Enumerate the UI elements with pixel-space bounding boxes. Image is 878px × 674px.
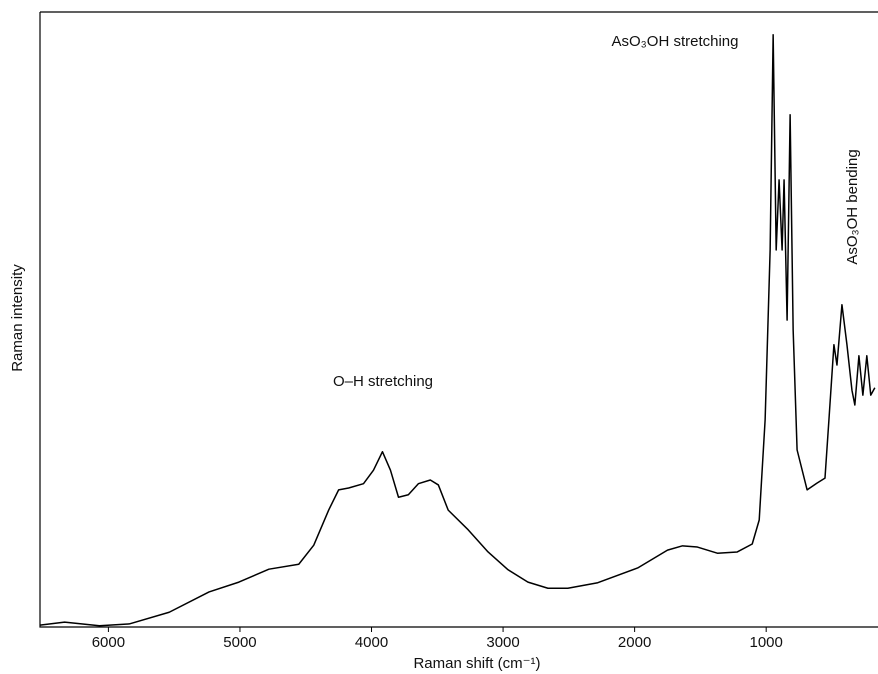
annotation: AsO₃OH bending xyxy=(844,149,861,264)
annotation: O–H stretching xyxy=(333,373,433,390)
x-tick-label: 1000 xyxy=(749,634,782,651)
y-axis-label: Raman intensity xyxy=(9,264,26,372)
x-tick-label: 3000 xyxy=(486,634,519,651)
spectrum-line xyxy=(39,34,876,627)
x-tick-label: 2000 xyxy=(618,634,651,651)
annotation: AsO₃OH stretching xyxy=(612,33,739,50)
axes-frame xyxy=(39,11,878,628)
x-tick-label: 4000 xyxy=(355,634,388,651)
x-tick-label: 5000 xyxy=(223,634,256,651)
x-axis-label: Raman shift (cm⁻¹) xyxy=(413,655,540,672)
x-tick-label: 6000 xyxy=(92,634,125,651)
